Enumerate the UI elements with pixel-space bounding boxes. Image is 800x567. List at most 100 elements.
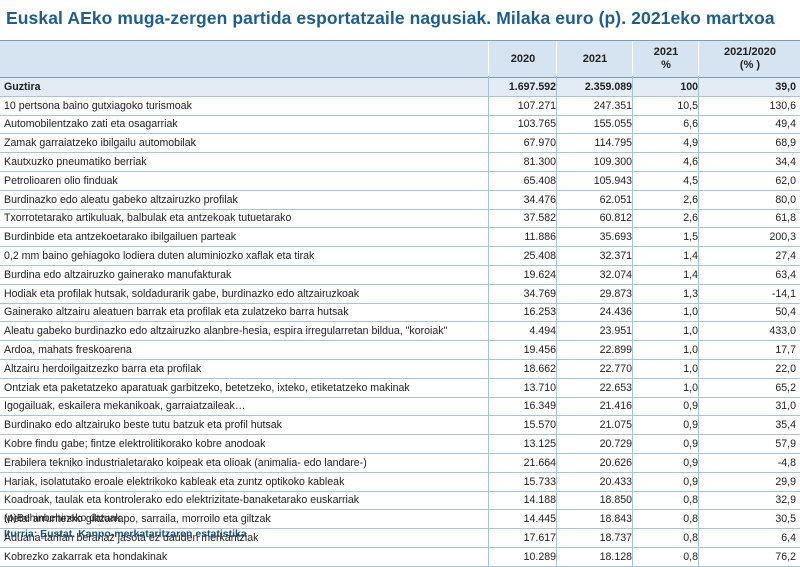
row-product-name: Hodiak eta profilak hutsak, soldadurarik… <box>4 287 360 300</box>
row-value-2021: 18.737 <box>599 532 632 545</box>
row-value-2020: 14.188 <box>523 494 556 507</box>
row-value-2021: 32.371 <box>599 250 632 263</box>
row-variation: 50,4 <box>775 306 796 319</box>
row-value-2020: 18.662 <box>523 362 556 375</box>
table-row: Kobrezko zakarrak eta hondakinak 10.289 18… <box>0 548 800 567</box>
header-2020[interactable]: 2020 <box>488 41 557 77</box>
row-value-2021: 32.074 <box>599 268 632 281</box>
table-row: Metal arruntezko giltzarrapo, sarraila, … <box>0 510 800 530</box>
row-product-name: 10 pertsona baino gutxiagoko turismoak <box>4 99 192 112</box>
row-share: 0,8 <box>683 513 698 526</box>
row-variation: 68,9 <box>775 137 796 150</box>
table-row: Aleatu gabeko burdinazko edo altzairuzko… <box>0 322 800 342</box>
exports-table: 2020 2021 2021 % 2021/2020 (% ) Guztira … <box>0 40 800 567</box>
row-share: 4,6 <box>683 156 698 169</box>
row-share: 0,8 <box>683 494 698 507</box>
row-share: 2,6 <box>683 212 698 225</box>
row-variation: 62,0 <box>775 174 796 187</box>
row-variation: 57,9 <box>775 438 796 451</box>
row-product-name: Metal arruntezko giltzarrapo, sarraila, … <box>4 513 271 526</box>
row-value-2020: 11.886 <box>524 231 556 244</box>
row-share: 1,4 <box>683 250 698 263</box>
row-value-2020: 10.289 <box>523 550 556 563</box>
row-value-2021: 20.433 <box>599 475 632 488</box>
row-product-name: Koadroak, taulak eta kontrolerako edo el… <box>4 494 360 507</box>
row-value-2020: 17.617 <box>523 532 556 545</box>
row-share: 1,0 <box>683 362 698 375</box>
row-value-2020: 15.570 <box>523 419 556 432</box>
table-row: Hodiak eta profilak hutsak, soldadurarik… <box>0 285 800 304</box>
footnote: (p)Behinbehineko datuak <box>4 512 121 524</box>
row-share: 0,9 <box>683 419 698 432</box>
row-value-2020: 37.582 <box>523 212 556 225</box>
total-row: Guztira 1.697.592 2.359.089 100 39,0 <box>0 77 800 97</box>
row-value-2021: 22.899 <box>599 344 632 357</box>
row-share: 4,9 <box>683 137 698 150</box>
table-row: 10 pertsona baino gutxiagoko turismoak 10… <box>0 97 800 116</box>
row-product-name: Gainerako altzairu aleatuen barrak eta p… <box>4 306 349 319</box>
row-value-2021: 155.055 <box>593 118 632 131</box>
row-variation: 76,2 <box>775 550 796 563</box>
row-product-name: Burdina edo altzairuzko gainerako manufa… <box>4 268 232 281</box>
row-product-name: Burdinbide eta antzekoetarako ibilgailue… <box>4 231 237 244</box>
row-value-2020: 19.456 <box>523 344 556 357</box>
row-variation: 200,3 <box>769 231 796 244</box>
row-variation: -14,1 <box>771 287 796 300</box>
row-product-name: Aduana-tarifan berariaz jasota ez dauden… <box>4 532 259 545</box>
row-variation: 22,0 <box>775 362 796 375</box>
row-share: 1,0 <box>683 325 698 338</box>
row-product-name: Aleatu gabeko burdinazko edo altzairuzko… <box>4 325 448 338</box>
row-share: 1,4 <box>683 268 698 281</box>
row-variation: 30,5 <box>775 513 796 526</box>
source-note: Iturria: Eustat. Kanpo-merkataritzaren e… <box>4 528 247 540</box>
row-product-name: 0,2 mm baino gehiagoko lodiera duten alu… <box>4 250 315 263</box>
row-variation: 27,4 <box>775 250 796 263</box>
row-product-name: Petrolioaren olio finduak <box>4 174 118 187</box>
row-variation: 433,0 <box>769 325 796 338</box>
row-variation: -4,8 <box>777 456 796 469</box>
row-value-2021: 18.128 <box>599 550 632 563</box>
column-divider <box>556 76 557 567</box>
row-value-2021: 35.693 <box>599 231 632 244</box>
row-variation: 17,7 <box>775 344 796 357</box>
row-value-2020: 34.476 <box>523 193 556 206</box>
table-row: Burdinako edo altzairuko beste tutu batz… <box>0 416 800 436</box>
row-value-2020: 65.408 <box>523 174 556 187</box>
row-product-name: Burdinazko edo aleatu gabeko altzairuzko… <box>4 193 238 206</box>
table-row: Erabilera tekniko industrialetarako koip… <box>0 454 800 473</box>
row-value-2021: 21.416 <box>599 400 632 413</box>
header-2021[interactable]: 2021 <box>556 41 633 77</box>
total-variation: 39,0 <box>775 80 796 93</box>
row-product-name: Burdinako edo altzairuko beste tutu batz… <box>4 419 282 432</box>
row-value-2020: 25.408 <box>523 250 556 263</box>
table-body: 10 pertsona baino gutxiagoko turismoak 10… <box>0 97 800 567</box>
row-value-2021: 20.729 <box>599 438 632 451</box>
row-product-name: Altzairu herdoilgaitzezko barra eta prof… <box>4 362 202 375</box>
row-variation: 49,4 <box>775 118 796 131</box>
table-row: Burdina edo altzairuzko gainerako manufa… <box>0 266 800 285</box>
row-share: 0,9 <box>683 456 698 469</box>
table-row: Kautxuzko pneumatiko berriak 81.300 109.30… <box>0 153 800 172</box>
row-value-2020: 81.300 <box>523 156 556 169</box>
table-row: Igogailuak, eskailera mekanikoak, garrai… <box>0 398 800 417</box>
row-value-2020: 16.349 <box>523 400 556 413</box>
row-value-2021: 247.351 <box>593 99 632 112</box>
row-variation: 80,0 <box>775 193 796 206</box>
row-value-2020: 34.769 <box>523 287 556 300</box>
row-share: 0,9 <box>683 475 698 488</box>
row-value-2021: 105.943 <box>593 174 632 187</box>
total-2020: 1.697.592 <box>508 80 556 93</box>
row-variation: 32,9 <box>775 494 796 507</box>
header-variation[interactable]: 2021/2020 (% ) <box>698 41 800 77</box>
row-variation: 6,4 <box>781 532 796 545</box>
table-row: Automobilentzako zati eta osagarriak 103.… <box>0 116 800 135</box>
header-share[interactable]: 2021 % <box>632 41 699 77</box>
row-value-2021: 22.770 <box>599 362 632 375</box>
row-share: 0,8 <box>683 532 698 545</box>
row-variation: 34,4 <box>775 156 796 169</box>
row-variation: 65,2 <box>775 381 796 394</box>
row-variation: 63,4 <box>775 268 796 281</box>
row-share: 0,9 <box>683 400 698 413</box>
row-value-2021: 62.051 <box>599 193 632 206</box>
table-row: Txorrotetarako artikuluak, balbulak eta … <box>0 210 800 229</box>
